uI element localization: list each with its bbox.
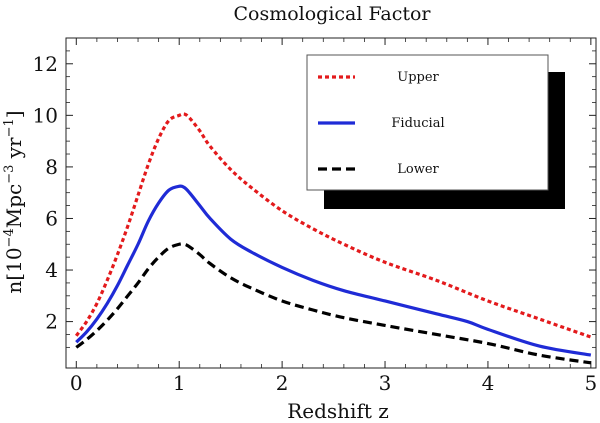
y-tick-label-12: 12: [33, 52, 58, 76]
x-tick-label-1: 1: [173, 371, 186, 395]
x-tick-label-4: 4: [482, 371, 495, 395]
x-tick-label-2: 2: [276, 371, 289, 395]
y-axis-title-exp3: −1: [2, 118, 17, 137]
legend-label-lower: Lower: [397, 162, 439, 177]
y-tick-label-10: 10: [33, 103, 58, 127]
y-axis-title-mid2: yr: [2, 137, 26, 165]
y-axis-title-base: n[10: [2, 247, 26, 293]
y-axis-title: n[10−4Mpc−3 yr−1]: [2, 110, 26, 293]
y-axis-title-exp2: −3: [2, 165, 17, 184]
x-tick-label-0: 0: [70, 371, 83, 395]
x-axis-title: Redshift z: [287, 399, 389, 423]
series-lines: [74, 112, 592, 365]
x-tick-label-3: 3: [379, 371, 392, 395]
series-line-upper: [74, 112, 592, 339]
legend-label-fiducial: Fiducial: [391, 116, 444, 131]
y-axis-title-mid1: Mpc: [2, 184, 26, 228]
series-line-lower: [75, 242, 592, 365]
y-tick-label-4: 4: [45, 258, 58, 282]
y-tick-label-2: 2: [45, 310, 58, 334]
plot-frame: [65, 37, 597, 369]
legend: Upper Fiducial Lower: [306, 54, 565, 209]
chart-title: Cosmological Factor: [233, 3, 431, 25]
y-axis-title-exp1: −4: [2, 228, 17, 247]
axis-ticks: [66, 38, 596, 368]
y-tick-label-8: 8: [45, 155, 58, 179]
x-tick-label-5: 5: [584, 371, 597, 395]
y-tick-label-6: 6: [45, 206, 58, 230]
series-line-fiducial: [75, 184, 592, 357]
y-axis-title-end: ]: [2, 110, 26, 118]
legend-label-upper: Upper: [397, 70, 439, 85]
